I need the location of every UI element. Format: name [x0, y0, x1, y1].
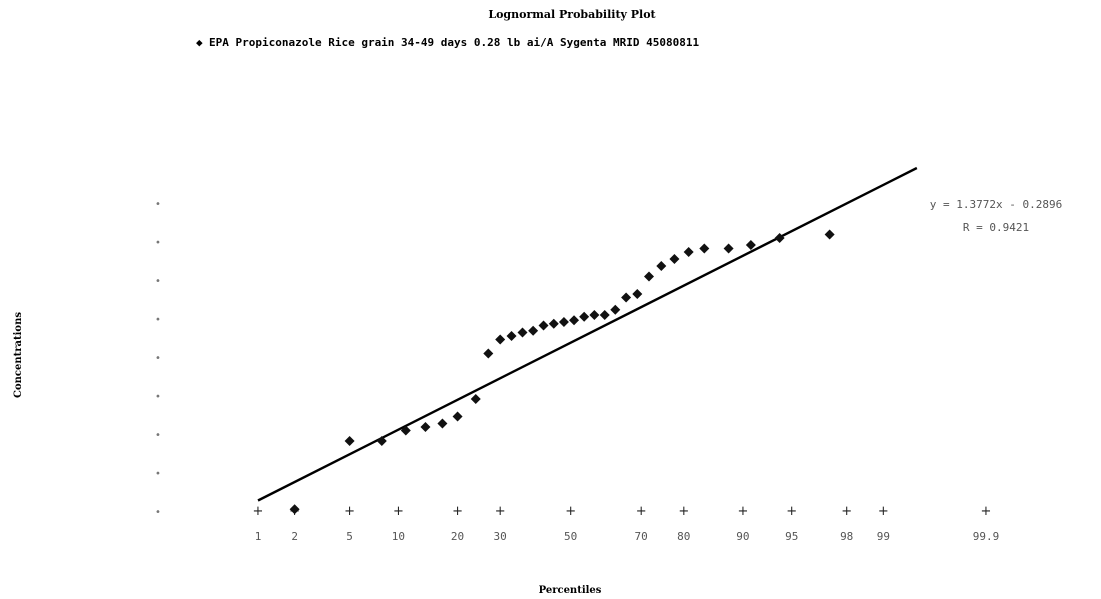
- x-tick-mark: +: [452, 504, 463, 519]
- x-tick-label: 99.9: [973, 530, 1000, 543]
- x-tick-label: 98: [840, 530, 853, 543]
- trendline-equation: y = 1.3772x - 0.2896: [930, 198, 1062, 211]
- chart-title: Lognormal Probability Plot: [488, 8, 656, 21]
- x-tick-mark: +: [841, 504, 852, 519]
- x-tick-label: 80: [677, 530, 690, 543]
- data-point: [824, 229, 835, 240]
- legend-marker: ◆: [196, 36, 203, 49]
- data-point: [699, 243, 710, 254]
- x-tick-label: 5: [346, 530, 353, 543]
- x-tick-label: 1: [255, 530, 262, 543]
- data-point: [656, 261, 667, 271]
- trendline-equation-box: y = 1.3772x - 0.2896 R = 0.9421: [930, 198, 1062, 234]
- data-point: [452, 411, 463, 422]
- x-tick-mark: +: [678, 504, 689, 519]
- y-axis-ticks: • • • • • • • • •: [155, 199, 161, 518]
- data-point: [495, 334, 506, 345]
- x-tick-mark: +: [786, 504, 797, 519]
- x-tick-mark: +: [495, 504, 506, 519]
- x-tick-mark: +: [636, 504, 647, 519]
- y-tick-mark: •: [155, 392, 161, 403]
- x-axis-title: Percentiles: [539, 585, 602, 596]
- data-point: [289, 504, 300, 515]
- data-point: [621, 292, 632, 303]
- x-tick-label: 99: [877, 530, 890, 543]
- data-point: [548, 318, 559, 329]
- data-point: [569, 315, 580, 326]
- x-tick-label: 2: [291, 530, 298, 543]
- data-point: [344, 436, 355, 446]
- y-tick-mark: •: [155, 315, 161, 326]
- y-tick-mark: •: [155, 238, 161, 249]
- x-tick-label: 50: [564, 530, 577, 543]
- data-point: [669, 254, 680, 264]
- x-tick-mark: +: [565, 504, 576, 519]
- data-point: [683, 247, 694, 257]
- x-tick-mark: +: [344, 504, 355, 519]
- x-axis-ticks: +1+2+5+10+20+30+50+70+80+90+95+98+99+99.…: [253, 504, 1000, 543]
- data-point: [579, 311, 590, 322]
- trendline: [257, 166, 918, 502]
- data-point: [745, 240, 756, 250]
- x-tick-mark: +: [878, 504, 889, 519]
- data-point: [483, 348, 494, 359]
- y-tick-mark: •: [155, 430, 161, 441]
- trendline-r-squared: R = 0.9421: [963, 221, 1029, 234]
- trendline-group: [257, 166, 918, 502]
- data-point: [437, 418, 448, 429]
- y-tick-mark: •: [155, 353, 161, 364]
- y-tick-mark: •: [155, 507, 161, 518]
- x-tick-mark: +: [737, 504, 748, 519]
- data-point: [420, 422, 431, 432]
- y-tick-mark: •: [155, 199, 161, 210]
- data-point: [376, 436, 387, 446]
- x-tick-label: 30: [494, 530, 507, 543]
- x-tick-label: 10: [392, 530, 405, 543]
- data-point: [528, 325, 539, 336]
- data-point: [632, 289, 643, 299]
- x-tick-label: 95: [785, 530, 798, 543]
- data-point: [644, 271, 655, 282]
- data-point: [517, 327, 528, 338]
- legend: ◆ EPA Propiconazole Rice grain 34-49 day…: [196, 36, 699, 49]
- x-tick-label: 20: [451, 530, 464, 543]
- x-tick-mark: +: [393, 504, 404, 519]
- data-points: [289, 229, 835, 515]
- data-point: [558, 317, 569, 327]
- legend-label: EPA Propiconazole Rice grain 34-49 days …: [209, 36, 699, 49]
- x-tick-mark: +: [253, 504, 264, 519]
- y-tick-mark: •: [155, 469, 161, 480]
- data-point: [470, 394, 481, 404]
- data-point: [610, 304, 621, 315]
- data-point: [589, 310, 600, 320]
- x-tick-label: 70: [635, 530, 648, 543]
- data-point: [723, 243, 734, 254]
- x-tick-label: 90: [736, 530, 749, 543]
- data-point: [400, 425, 411, 436]
- data-point: [506, 331, 517, 341]
- y-axis-title: Concentrations: [13, 312, 24, 398]
- y-tick-mark: •: [155, 276, 161, 287]
- data-point: [774, 233, 785, 243]
- x-tick-mark: +: [981, 504, 992, 519]
- data-point: [538, 320, 549, 331]
- data-point: [599, 310, 610, 320]
